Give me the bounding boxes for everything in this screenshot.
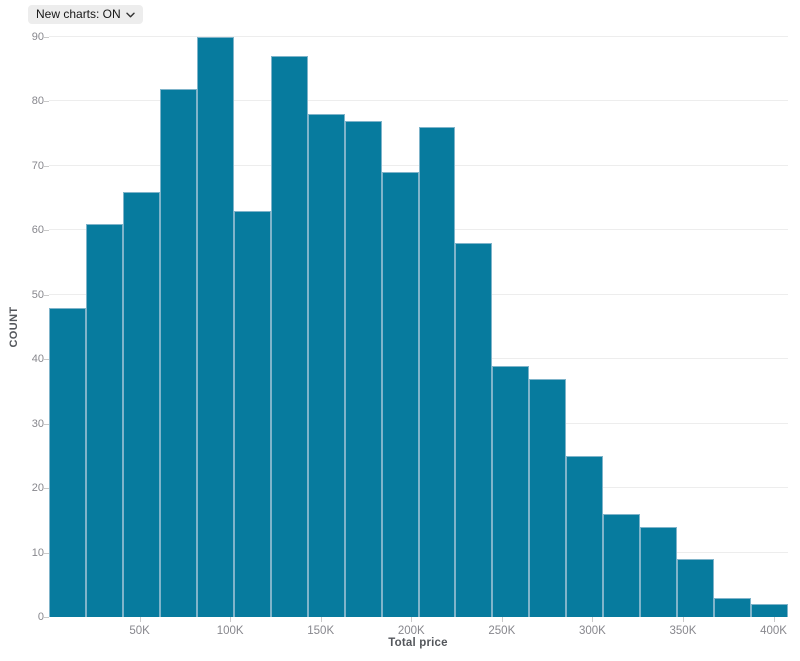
new-charts-toggle-label: New charts: ON: [36, 7, 121, 21]
x-tick-label: 300K: [578, 625, 606, 637]
histogram-bar[interactable]: [49, 307, 86, 617]
x-axis-title: Total price: [388, 637, 448, 649]
x-tick-mark: [411, 617, 413, 622]
y-tick-label: 0: [37, 611, 44, 623]
y-tick-label: 40: [31, 353, 44, 366]
y-tick-mark: [44, 230, 49, 232]
y-tick-mark: [44, 617, 49, 618]
y-tick-label: 20: [31, 482, 44, 495]
histogram-bar[interactable]: [566, 455, 604, 617]
histogram-bar[interactable]: [344, 120, 382, 617]
y-tick-label: 70: [31, 159, 44, 172]
y-axis-title: COUNT: [8, 306, 20, 348]
chevron-down-icon: [125, 12, 135, 17]
new-charts-toggle[interactable]: New charts: ON: [28, 5, 143, 24]
bars-layer: [49, 37, 789, 617]
gridline: [49, 100, 788, 102]
y-tick-label: 10: [31, 546, 44, 559]
histogram-bar[interactable]: [751, 604, 789, 617]
x-tick-mark: [592, 617, 594, 622]
histogram-bar[interactable]: [492, 365, 530, 617]
y-tick-mark: [44, 101, 49, 103]
x-tick-label: 350K: [669, 625, 697, 637]
x-tick-mark: [139, 617, 141, 622]
y-tick-mark: [44, 359, 49, 361]
x-tick-mark: [501, 617, 503, 622]
x-tick-label: 100K: [216, 625, 244, 637]
gridline: [49, 164, 788, 166]
y-tick-mark: [44, 552, 49, 554]
histogram-bar[interactable]: [270, 56, 308, 617]
histogram-bar[interactable]: [381, 172, 419, 617]
histogram-bar[interactable]: [85, 223, 123, 617]
x-tick-label: 250K: [488, 625, 516, 637]
x-tick-label: 400K: [760, 625, 787, 637]
histogram-bar[interactable]: [159, 88, 197, 617]
x-axis: 50K 100K 150K 200K 250K 300K 350K 400K: [49, 617, 788, 661]
x-tick-label: 50K: [129, 625, 150, 637]
y-tick-label: 60: [31, 224, 44, 237]
y-tick-mark: [44, 37, 49, 38]
x-tick-mark: [230, 617, 232, 622]
y-tick-mark: [44, 165, 49, 167]
y-tick-mark: [44, 423, 49, 425]
histogram-bar[interactable]: [307, 114, 345, 617]
histogram-bar[interactable]: [640, 526, 678, 617]
histogram-bar[interactable]: [122, 191, 160, 617]
y-tick-label: 50: [31, 288, 44, 301]
histogram-bar[interactable]: [714, 597, 752, 617]
y-tick-mark: [44, 294, 49, 296]
x-tick-mark: [320, 617, 322, 622]
gridline: [49, 36, 788, 37]
histogram-bar[interactable]: [418, 127, 456, 617]
y-tick-mark: [44, 488, 49, 490]
x-tick-mark: [682, 617, 684, 622]
histogram-bar[interactable]: [455, 243, 493, 617]
y-tick-label: 30: [31, 417, 44, 430]
y-tick-label: 80: [31, 95, 44, 108]
histogram-bar[interactable]: [196, 37, 234, 617]
x-tick-label: 150K: [307, 625, 335, 637]
x-tick-label: 200K: [397, 625, 425, 637]
histogram-bar[interactable]: [529, 378, 567, 617]
y-tick-label: 90: [31, 31, 44, 43]
histogram-plot: [49, 36, 789, 617]
histogram-bar[interactable]: [233, 211, 271, 617]
histogram-bar[interactable]: [603, 513, 641, 617]
histogram-bar[interactable]: [677, 559, 715, 617]
x-tick-mark: [773, 617, 775, 622]
